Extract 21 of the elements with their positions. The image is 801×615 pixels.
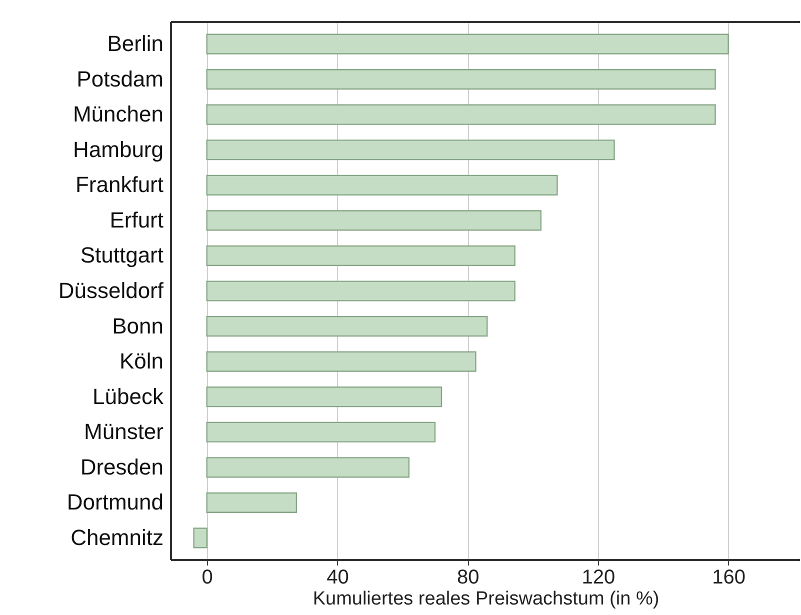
y-tick-label: Erfurt [110, 207, 164, 232]
y-tick-label: Dresden [80, 454, 164, 480]
y-tick-label: Potsdam [76, 66, 164, 92]
y-tick-label: Münster [84, 419, 164, 444]
x-axis-title: Kumuliertes reales Preiswachstum (in %) [312, 588, 660, 610]
y-tick-label: Düsseldorf [58, 278, 164, 303]
y-tick-label: Stuttgart [80, 242, 164, 268]
y-tick-label: Köln [119, 348, 164, 374]
y-tick-label: Dortmund [66, 490, 164, 515]
y-tick-label: Frankfurt [75, 172, 164, 198]
x-tick-label: 120 [582, 566, 616, 588]
x-tick-label: 40 [326, 566, 349, 588]
x-tick-label: 80 [456, 566, 480, 588]
y-tick-label: Hamburg [73, 136, 164, 162]
y-tick-label: Bonn [112, 313, 164, 338]
y-tick-label: Chemnitz [70, 524, 164, 550]
x-tick-label: 160 [712, 566, 746, 588]
y-tick-label: München [72, 102, 164, 127]
y-tick-label: Berlin [107, 31, 164, 56]
x-tick-label: 0 [202, 566, 213, 588]
y-tick-label: Lübeck [92, 384, 164, 409]
